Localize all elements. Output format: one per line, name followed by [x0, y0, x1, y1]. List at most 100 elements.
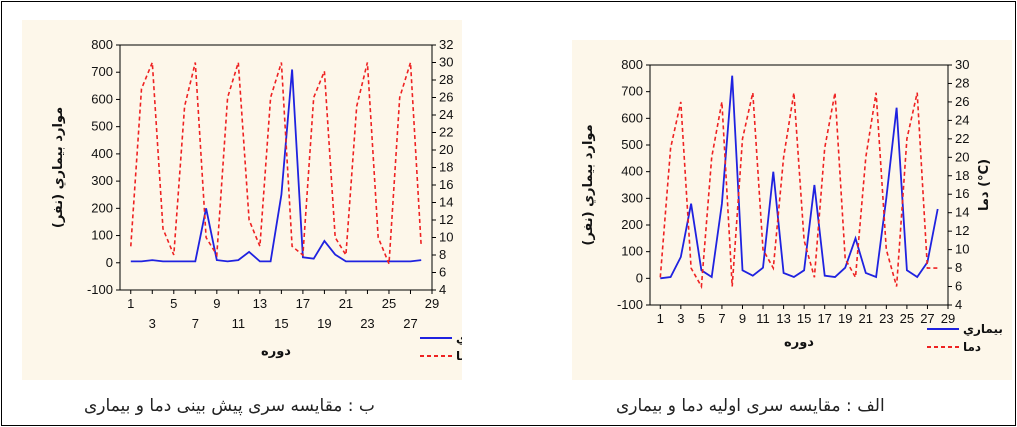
y-right-tick-label: 14 — [439, 195, 453, 210]
y-right-tick-label: 22 — [955, 131, 969, 146]
series-disease-line — [130, 69, 422, 263]
x-tick-label: 7 — [718, 311, 725, 326]
y-right-tick-label: 20 — [439, 142, 453, 157]
y-left-tick-label: 0 — [106, 255, 113, 270]
y-right-tick-label: 24 — [439, 107, 453, 122]
legend-temperature-label: دما — [456, 349, 462, 363]
y-left-tick-label: 400 — [91, 146, 113, 161]
y-left-axis-label: موارد بيماري (نفر) — [581, 124, 596, 245]
y-left-tick-label: 200 — [621, 217, 643, 232]
y-right-tick-label: 12 — [955, 223, 969, 238]
y-left-tick-label: 0 — [636, 270, 643, 285]
x-tick-label: 11 — [756, 311, 770, 326]
y-right-axis-label: دما (°C) — [977, 159, 992, 211]
y-left-tick-label: 800 — [91, 37, 113, 52]
y-left-tick-label: 300 — [621, 190, 643, 205]
x-tick-label: 13 — [776, 311, 790, 326]
y-right-tick-label: 10 — [955, 242, 969, 257]
y-right-tick-label: 30 — [439, 55, 453, 70]
x-tick-label: 21 — [339, 296, 353, 311]
x-tick-label: 3 — [677, 311, 684, 326]
x-tick-label: 27 — [920, 311, 934, 326]
x-tick-label: 5 — [170, 296, 177, 311]
y-right-tick-label: 18 — [955, 168, 969, 183]
x-tick-label: 1 — [657, 311, 664, 326]
y-left-tick-label: 700 — [621, 84, 643, 99]
y-right-tick-label: 8 — [955, 260, 962, 275]
series-temperature-line — [130, 62, 422, 265]
chart-background — [22, 20, 462, 380]
y-right-tick-label: 22 — [439, 125, 453, 140]
x-tick-label: 11 — [232, 316, 246, 331]
x-tick-label: 17 — [296, 296, 310, 311]
x-tick-label: 15 — [274, 316, 288, 331]
y-right-tick-label: 16 — [439, 177, 453, 192]
series-temperature-line — [659, 92, 938, 290]
x-tick-label: 25 — [382, 296, 396, 311]
x-tick-label: 27 — [403, 316, 417, 331]
x-tick-label: 1 — [127, 296, 134, 311]
x-tick-label: 29 — [425, 296, 439, 311]
x-tick-label: 7 — [192, 316, 199, 331]
x-tick-label: 29 — [941, 311, 955, 326]
chart-background — [572, 40, 1012, 380]
caption-original-comparison: الف : مقایسه سری اولیه دما و بیماری — [616, 396, 885, 416]
x-tick-label: 5 — [698, 311, 705, 326]
y-left-tick-label: 300 — [91, 173, 113, 188]
chart-predicted-comparison: -100 0 100 200 300 400 500 600 700 800 4 6 8 10 12 14 16… — [22, 20, 462, 380]
y-left-tick-label: 800 — [621, 57, 643, 72]
x-tick-label: 19 — [838, 311, 852, 326]
x-axis-label: دوره — [784, 335, 814, 350]
x-tick-label: 25 — [900, 311, 914, 326]
y-right-tick-label: 6 — [955, 279, 962, 294]
plot-frame — [649, 64, 949, 306]
x-tick-label: 17 — [817, 311, 831, 326]
y-left-axis-label: موارد بيماري (نفر) — [51, 107, 66, 228]
y-right-tick-label: 26 — [439, 90, 453, 105]
x-tick-label: 3 — [149, 316, 156, 331]
y-left-tick-label: -100 — [87, 282, 113, 297]
y-left-tick-label: 700 — [91, 64, 113, 79]
series-disease-line — [660, 75, 939, 280]
x-tick-label: 21 — [859, 311, 873, 326]
y-left-tick-label: 600 — [621, 110, 643, 125]
y-left-tick-label: 100 — [621, 244, 643, 259]
y-left-tick-label: 500 — [621, 137, 643, 152]
x-tick-label: 23 — [360, 316, 374, 331]
y-right-tick-label: 20 — [955, 149, 969, 164]
y-right-tick-label: 14 — [955, 205, 969, 220]
y-right-tick-label: 28 — [439, 72, 453, 87]
x-tick-label: 13 — [253, 296, 267, 311]
x-tick-label: 19 — [317, 316, 331, 331]
x-axis-label: دوره — [261, 344, 291, 359]
x-tick-label: 9 — [739, 311, 746, 326]
y-right-tick-label: 4 — [439, 282, 446, 297]
y-right-tick-label: 16 — [955, 186, 969, 201]
y-right-tick-label: 4 — [955, 297, 962, 312]
y-right-tick-label: 26 — [955, 94, 969, 109]
y-left-tick-label: 400 — [621, 164, 643, 179]
legend-temperature-label: دما — [963, 340, 981, 354]
chart-original-comparison: -100 0 100 200 300 400 500 600 700 800 4 6 8 10 12 14 16… — [572, 40, 1012, 380]
x-tick-label: 23 — [879, 311, 893, 326]
x-tick-label: 9 — [213, 296, 220, 311]
x-tick-label: 15 — [797, 311, 811, 326]
y-left-tick-label: -100 — [617, 297, 643, 312]
y-left-tick-label: 500 — [91, 119, 113, 134]
y-right-tick-label: 28 — [955, 75, 969, 90]
y-right-tick-label: 18 — [439, 160, 453, 175]
y-left-tick-label: 200 — [91, 200, 113, 215]
y-left-tick-label: 100 — [91, 228, 113, 243]
y-right-tick-label: 30 — [955, 57, 969, 72]
y-right-tick-label: 6 — [439, 265, 446, 280]
legend-disease-label: بيماري — [456, 331, 462, 345]
y-right-axis-label: دما (°C) — [461, 141, 462, 193]
y-left-tick-label: 600 — [91, 91, 113, 106]
y-right-tick-label: 24 — [955, 112, 969, 127]
y-right-tick-label: 32 — [439, 37, 453, 52]
legend-disease-label: بيماري — [963, 322, 1003, 336]
y-right-tick-label: 12 — [439, 212, 453, 227]
caption-predicted-comparison: ب : مقایسه سری پیش بینی دما و بیماری — [84, 396, 375, 416]
y-right-tick-label: 10 — [439, 230, 453, 245]
